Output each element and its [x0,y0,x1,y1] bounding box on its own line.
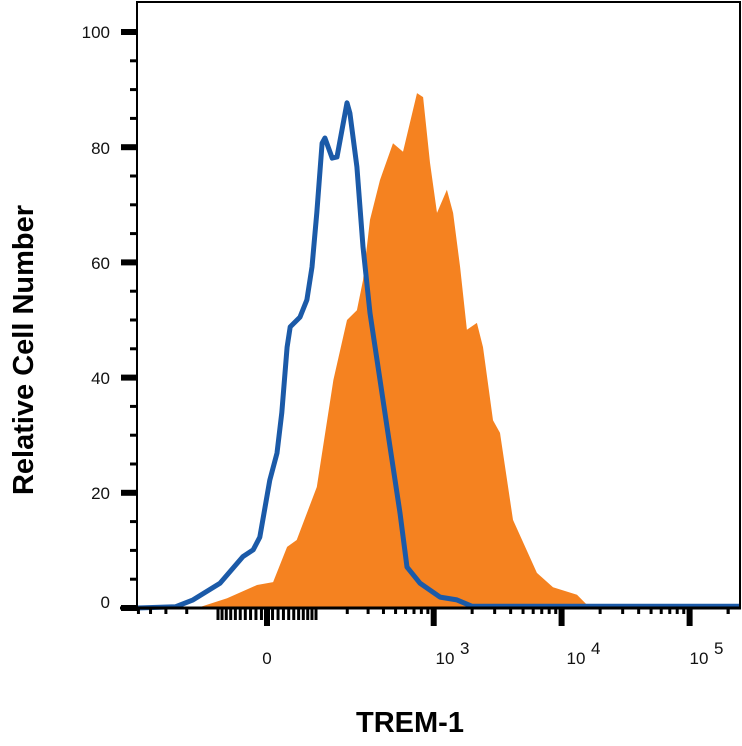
series-filled-histogram [137,93,741,609]
svg-text:5: 5 [714,639,723,658]
x-tick-label-1e3: 10 3 [436,639,470,668]
x-axis-title: TREM-1 [356,707,464,739]
y-tick-label-20: 20 [91,484,110,503]
svg-text:10: 10 [567,649,586,668]
svg-text:10: 10 [690,649,709,668]
y-axis-ticks [121,29,137,611]
x-tick-label-0: 0 [262,649,271,668]
y-tick-label-100: 100 [82,23,110,42]
x-tick-label-1e4: 10 4 [567,639,601,668]
svg-text:4: 4 [591,639,600,658]
y-tick-label-0: 0 [101,593,110,612]
y-tick-label-40: 40 [91,369,110,388]
y-tick-label-80: 80 [91,139,110,158]
series-layer [137,93,741,611]
y-tick-label-60: 60 [91,254,110,273]
x-axis-ticks [136,609,730,626]
svg-text:10: 10 [436,649,455,668]
svg-text:3: 3 [460,639,469,658]
y-axis-title: Relative Cell Number [8,205,40,495]
series-outline-histogram [137,100,740,611]
x-tick-label-1e5: 10 5 [690,639,724,668]
